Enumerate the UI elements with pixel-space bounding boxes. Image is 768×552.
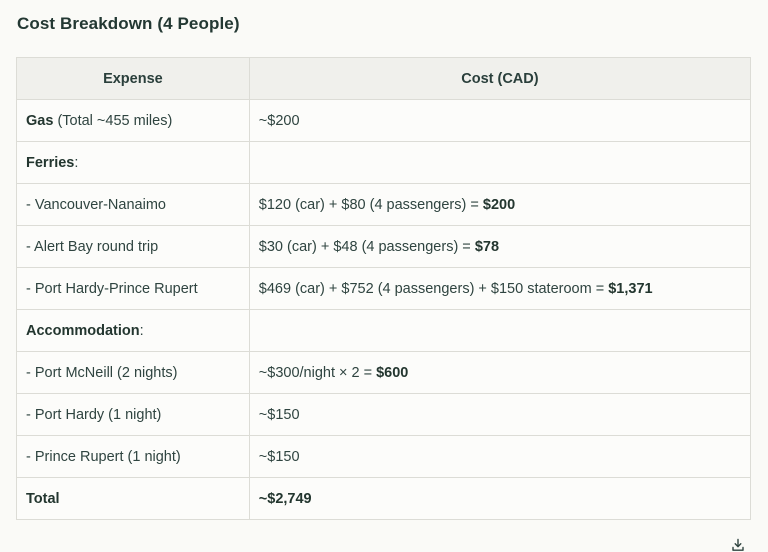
expense-label: (Total ~455 miles) bbox=[53, 112, 173, 129]
cost-value: ~$150 bbox=[258, 406, 300, 423]
expense-label: - Port Hardy (1 night) bbox=[26, 406, 162, 423]
cost-value: ~$150 bbox=[258, 448, 300, 465]
cost-cell bbox=[248, 309, 752, 352]
expense-label: - Port Hardy-Prince Rupert bbox=[26, 280, 198, 297]
table-row: Total ~$2,749 bbox=[16, 477, 752, 520]
cost-cell: ~$200 bbox=[248, 99, 752, 142]
table-row: - Port Hardy (1 night) ~$150 bbox=[16, 393, 752, 436]
table-header-row: Expense Cost (CAD) bbox=[16, 57, 752, 100]
cost-cell: $469 (car) + $752 (4 passengers) + $150 … bbox=[248, 267, 752, 310]
cost-value: ~$300/night × 2 = bbox=[258, 364, 377, 381]
expense-label: - Vancouver-Nanaimo bbox=[26, 196, 166, 213]
cost-value: ~$200 bbox=[258, 112, 300, 129]
cost-cell: ~$150 bbox=[248, 393, 752, 436]
expense-label: - Alert Bay round trip bbox=[26, 238, 159, 255]
cost-value-bold: $78 bbox=[474, 238, 500, 255]
expense-cell: - Prince Rupert (1 night) bbox=[16, 435, 250, 478]
cost-value: $30 (car) + $48 (4 passengers) = bbox=[258, 238, 475, 255]
cost-cell: ~$150 bbox=[248, 435, 752, 478]
cost-value-bold: $1,371 bbox=[608, 280, 653, 297]
page-title: Cost Breakdown (4 People) bbox=[17, 14, 240, 33]
cost-cell bbox=[248, 141, 752, 184]
expense-cell: - Port Hardy-Prince Rupert bbox=[16, 267, 250, 310]
cost-value-bold: $600 bbox=[376, 364, 409, 381]
expense-label: - Port McNeill (2 nights) bbox=[26, 364, 178, 381]
expense-label: - Prince Rupert (1 night) bbox=[26, 448, 181, 465]
table-row: - Port McNeill (2 nights) ~$300/night × 2… bbox=[16, 351, 752, 394]
expense-label-bold: Ferries bbox=[26, 154, 75, 171]
cost-table: Expense Cost (CAD) Gas (Total ~455 miles… bbox=[16, 57, 752, 520]
table-row: - Prince Rupert (1 night) ~$150 bbox=[16, 435, 752, 478]
expense-label-bold: Accommodation bbox=[26, 322, 140, 339]
cost-value-bold: $200 bbox=[482, 196, 516, 213]
expense-cell: Ferries: bbox=[16, 141, 250, 184]
expense-cell: Gas (Total ~455 miles) bbox=[16, 99, 250, 142]
table-row: - Vancouver-Nanaimo $120 (car) + $80 (4 p… bbox=[16, 183, 752, 226]
cost-cell: ~$300/night × 2 = $600 bbox=[248, 351, 752, 394]
expense-label: : bbox=[74, 154, 79, 171]
cost-cell: $30 (car) + $48 (4 passengers) = $78 bbox=[248, 225, 752, 268]
cost-value: $120 (car) + $80 (4 passengers) = bbox=[258, 196, 483, 213]
cost-value: $469 (car) + $752 (4 passengers) + $150 … bbox=[258, 280, 609, 297]
table-row: Accommodation: bbox=[16, 309, 752, 352]
expense-cell: - Vancouver-Nanaimo bbox=[16, 183, 250, 226]
expense-label: : bbox=[139, 322, 144, 339]
column-header-cost: Cost (CAD) bbox=[248, 57, 752, 100]
cost-cell: ~$2,749 bbox=[248, 477, 752, 520]
table-row: - Port Hardy-Prince Rupert $469 (car) + $… bbox=[16, 267, 752, 310]
cost-value-bold: ~$2,749 bbox=[258, 490, 312, 507]
column-header-expense: Expense bbox=[16, 57, 250, 100]
table-row: - Alert Bay round trip $30 (car) + $48 (4… bbox=[16, 225, 752, 268]
table-row: Gas (Total ~455 miles) ~$200 bbox=[16, 99, 752, 142]
expense-cell: - Port Hardy (1 night) bbox=[16, 393, 250, 436]
expense-cell: - Port McNeill (2 nights) bbox=[16, 351, 250, 394]
cost-cell: $120 (car) + $80 (4 passengers) = $200 bbox=[248, 183, 752, 226]
expense-label-bold: Gas bbox=[26, 112, 54, 129]
expense-cell: - Alert Bay round trip bbox=[16, 225, 250, 268]
download-icon[interactable] bbox=[731, 538, 745, 552]
expense-cell: Accommodation: bbox=[16, 309, 250, 352]
table-row: Ferries: bbox=[16, 141, 752, 184]
expense-label-bold: Total bbox=[26, 490, 60, 507]
expense-cell: Total bbox=[16, 477, 250, 520]
